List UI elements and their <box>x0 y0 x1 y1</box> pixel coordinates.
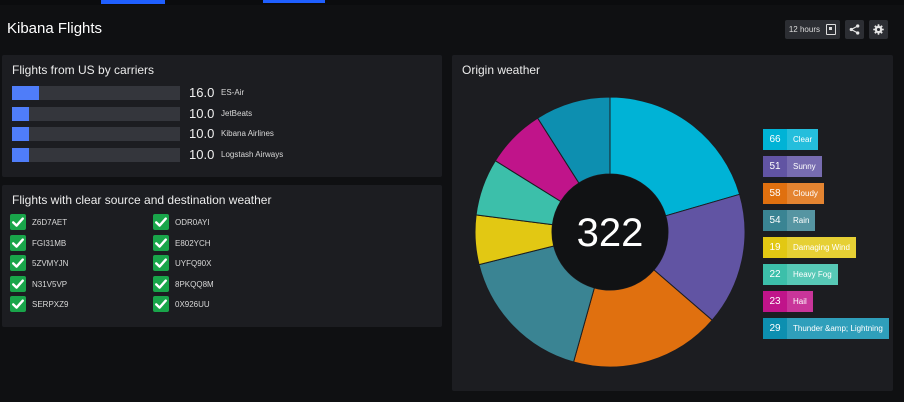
checkmark-icon <box>153 234 169 251</box>
carrier-bar-track <box>12 148 180 162</box>
gear-icon <box>873 24 884 35</box>
carrier-row[interactable]: 16.0 ES-Air <box>12 85 432 100</box>
checkmark-icon <box>10 275 26 292</box>
weather-legend: 66 Clear 51 Sunny 58 Cloudy 54 Rain 19 Damaging W… <box>763 129 889 349</box>
panel-title: Flights from US by carriers <box>12 63 155 77</box>
carrier-value: 16.0 <box>189 85 215 100</box>
calendar-icon <box>826 24 836 35</box>
legend-count: 19 <box>763 237 787 258</box>
nav-tab-indicator[interactable] <box>263 0 325 3</box>
carrier-bar-fill <box>12 107 29 121</box>
flight-id: UYFQ90X <box>175 259 212 268</box>
carrier-bar-track <box>12 86 180 100</box>
flight-id: FGI31MB <box>32 238 67 248</box>
flight-id: 5ZVMYJN <box>32 259 69 268</box>
flight-id: ODR0AYI <box>175 218 210 227</box>
legend-item[interactable]: 54 Rain <box>763 210 816 231</box>
nav-tab-indicator[interactable] <box>101 0 165 4</box>
checkmark-icon <box>153 275 169 292</box>
dashboard-title: Kibana Flights <box>7 20 103 37</box>
carrier-name: JetBeats <box>221 109 253 118</box>
flight-id: 0X926UU <box>175 300 210 309</box>
donut-slice[interactable] <box>609 96 741 217</box>
flight-id: 8PKQQ8M <box>175 279 214 289</box>
panel-title: Flights with clear source and destinatio… <box>12 193 272 207</box>
carrier-bar-fill <box>12 127 29 141</box>
carrier-bar-fill <box>12 86 39 100</box>
flight-id: SERPXZ9 <box>32 300 69 309</box>
checkmark-icon <box>10 296 26 312</box>
carrier-name: Kibana Airlines <box>221 129 274 138</box>
carrier-name: Logstash Airways <box>221 150 284 159</box>
legend-item[interactable]: 58 Cloudy <box>763 183 824 204</box>
carriers-panel: Flights from US by carriers 16.0 ES-Air … <box>2 55 442 177</box>
settings-button[interactable] <box>869 20 888 39</box>
donut-total: 322 <box>577 211 644 255</box>
weather-donut-chart: 322 <box>474 96 746 368</box>
checkmark-icon <box>153 214 169 230</box>
checkmark-icon <box>153 255 169 271</box>
carrier-value: 10.0 <box>189 106 215 121</box>
legend-item[interactable]: 22 Heavy Fog <box>763 264 838 285</box>
legend-item[interactable]: 29 Thunder &amp; Lightning <box>763 318 889 339</box>
share-icon <box>849 24 860 35</box>
panel-title: Origin weather <box>462 63 541 77</box>
carrier-bar-fill <box>12 148 29 162</box>
legend-label: Damaging Wind <box>787 237 856 258</box>
flight-id: E802YCH <box>175 238 211 248</box>
time-range-button[interactable]: 12 hours <box>784 20 840 39</box>
legend-count: 58 <box>763 183 787 204</box>
flight-id: Z6D7AET <box>32 218 68 227</box>
toolbar: 12 hours <box>784 20 888 39</box>
origin-weather-panel: Origin weather 322 66 Clear 51 Sunny 58 Cloud… <box>452 55 893 391</box>
carrier-bar-track <box>12 107 180 121</box>
carrier-row[interactable]: 10.0 Kibana Airlines <box>12 126 432 141</box>
donut-hole <box>552 174 668 290</box>
checkmark-icon <box>10 234 26 251</box>
legend-item[interactable]: 23 Hail <box>763 291 813 312</box>
carrier-row[interactable]: 10.0 JetBeats <box>12 106 432 121</box>
checkmark-icon <box>10 255 26 271</box>
carrier-row[interactable]: 10.0 Logstash Airways <box>12 147 432 162</box>
legend-label: Hail <box>787 291 813 312</box>
legend-item[interactable]: 51 Sunny <box>763 156 822 177</box>
flight-id: N31V5VP <box>32 279 68 289</box>
share-button[interactable] <box>845 20 864 39</box>
carrier-name: ES-Air <box>221 88 245 97</box>
legend-item[interactable]: 19 Damaging Wind <box>763 237 856 258</box>
carrier-bar-track <box>12 127 180 141</box>
legend-label: Clear <box>787 129 819 150</box>
legend-label: Cloudy <box>787 183 824 204</box>
legend-label: Sunny <box>787 156 822 177</box>
checkmark-icon <box>153 296 169 312</box>
carrier-value: 10.0 <box>189 147 215 162</box>
legend-item[interactable]: 66 Clear <box>763 129 819 150</box>
top-nav-bar <box>0 0 904 5</box>
time-range-label: 12 hours <box>788 25 820 34</box>
legend-count: 66 <box>763 129 787 150</box>
clear-weather-panel: Flights with clear source and destinatio… <box>2 185 442 327</box>
legend-count: 29 <box>763 318 787 339</box>
legend-label: Rain <box>787 210 816 231</box>
legend-label: Heavy Fog <box>787 264 838 285</box>
legend-count: 22 <box>763 264 787 285</box>
legend-count: 54 <box>763 210 787 231</box>
legend-count: 51 <box>763 156 787 177</box>
legend-label: Thunder &amp; Lightning <box>787 318 889 339</box>
checkmark-icon <box>10 214 26 230</box>
carrier-value: 10.0 <box>189 126 215 141</box>
legend-count: 23 <box>763 291 787 312</box>
